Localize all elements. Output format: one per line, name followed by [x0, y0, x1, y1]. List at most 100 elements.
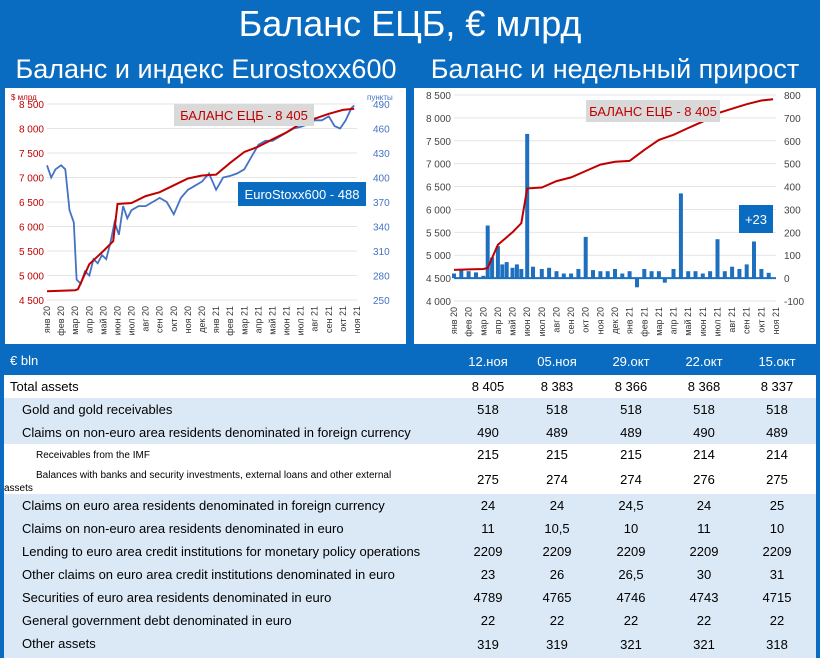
table-row: Balances with banks and security investm… [4, 466, 816, 494]
x-tick-label: май 21 [267, 306, 277, 335]
weekly-bar [752, 241, 756, 279]
right-tick-label: 400 [373, 174, 390, 185]
cell-value: 22.окт [685, 354, 723, 369]
weekly-bar [671, 269, 676, 279]
weekly-bar [554, 271, 559, 279]
cell-value: 215 [477, 447, 499, 462]
table-header: € bln 12.ноя 05.ноя 29.окт 22.окт 15.окт [4, 349, 816, 375]
balance-eurostoxx-svg: $ млрд пункты 8 500 8 000 7 500 7 000 6 500 6 0… [11, 93, 393, 336]
cell-value: 319 [546, 637, 568, 652]
balance-weekly-svg: 8 500 8 000 7 500 7 000 6 500 6 000 5 500 5 000… [426, 91, 804, 337]
x-tick-label: мар 20 [478, 307, 488, 336]
cell-value: 10 [623, 521, 639, 536]
x-tick-label: мар 21 [654, 307, 664, 336]
x-tick-label: июн 20 [522, 307, 532, 336]
cell-value: 8 405 [471, 379, 505, 394]
cell-value: 15.окт [758, 354, 796, 369]
cell-value: 05.ноя [537, 354, 577, 369]
x-tick-label: июл 21 [296, 306, 306, 335]
cell-value: 2209 [762, 544, 792, 559]
cell-value: 2209 [689, 544, 719, 559]
cell-value: 489 [620, 425, 642, 440]
left-tick-label: 8 500 [19, 100, 44, 111]
x-tick-label: фев 20 [464, 307, 474, 337]
left-chart-title: Баланс и индекс Eurostoxx600 [15, 54, 397, 84]
x-tick-label: дек 20 [610, 307, 620, 334]
cell-value: 4746 [616, 590, 646, 605]
balance-eurostoxx-chart: $ млрд пункты 8 500 8 000 7 500 7 000 6 500 6 0… [5, 88, 406, 344]
cell-value: 24 [549, 498, 565, 513]
row-label: Securities of euro area residents denomi… [22, 590, 332, 605]
balance-table: € bln 12.ноя 05.ноя 29.окт 22.окт 15.окт Total… [4, 349, 816, 658]
cell-value: 11 [697, 521, 711, 536]
right-tick-label: 200 [784, 228, 801, 239]
table-row: Lending to euro area credit institutions… [4, 540, 816, 563]
cell-value: 275 [477, 472, 499, 487]
cell-value: 2209 [542, 544, 572, 559]
right-tick-label: 800 [784, 91, 801, 102]
cell-value: 518 [766, 402, 788, 417]
x-tick-label: авг 20 [141, 306, 151, 332]
weekly-bar [605, 271, 610, 279]
cell-value: 2209 [473, 544, 503, 559]
x-tick-label: май 20 [98, 306, 108, 335]
weekly-bar [459, 269, 464, 279]
left-tick-label: 6 000 [426, 205, 451, 216]
row-label: General government debt denominated in e… [22, 613, 292, 628]
right-axis-label: пункты [367, 93, 393, 102]
weekly-bar [722, 271, 727, 279]
x-tick-label: янв 20 [42, 306, 52, 333]
x-tick-label: ноя 20 [183, 306, 193, 333]
weekly-bar [598, 271, 603, 279]
weekly-bar [519, 269, 524, 279]
weekly-bar [700, 273, 705, 279]
right-tick-label: 460 [373, 125, 390, 136]
balance-callout-label: БАЛАНС ЕЦБ - 8 405 [180, 108, 308, 123]
cell-value: 8 366 [614, 379, 648, 394]
x-tick-label: авг 21 [310, 306, 320, 332]
left-tick-label: 4 000 [426, 297, 451, 308]
table-row: Other assets 319 319 321 321 318 [4, 632, 816, 658]
cell-value: 24 [696, 498, 712, 513]
row-label: Other assets [22, 636, 96, 651]
weekly-bar [466, 271, 471, 279]
cell-value: 274 [546, 472, 568, 487]
weekly-bar [591, 270, 595, 279]
weekly-bar [730, 266, 735, 279]
right-tick-label: 500 [784, 160, 801, 171]
cell-value: 22 [549, 613, 565, 628]
x-tick-label: ноя 21 [771, 307, 781, 334]
table-row: Claims on euro area residents denominate… [4, 494, 816, 517]
weekly-bar [649, 271, 654, 279]
cell-value: 26,5 [618, 567, 644, 582]
balance-weekly-chart: 8 500 8 000 7 500 7 000 6 500 6 000 5 500 5 000… [414, 88, 816, 344]
cell-value: 214 [693, 447, 715, 462]
cell-value: 4715 [762, 590, 792, 605]
cell-value: 29.окт [612, 354, 650, 369]
weekly-bar [662, 278, 667, 283]
left-tick-label: 5 000 [19, 272, 44, 283]
weekly-bar [627, 271, 632, 279]
x-tick-label: июн 21 [282, 306, 292, 335]
weekly-callout-label: +23 [745, 212, 767, 227]
left-tick-label: 7 500 [19, 149, 44, 160]
x-tick-label: июл 21 [712, 307, 722, 336]
cell-value: 22 [480, 613, 496, 628]
right-tick-label: 340 [373, 223, 390, 234]
x-tick-label: окт 21 [756, 307, 766, 333]
right-tick-label: 280 [373, 272, 390, 283]
x-tick-label: фев 20 [56, 306, 66, 336]
row-label: Claims on non-euro area residents denomi… [22, 425, 411, 440]
x-tick-label: июн 20 [112, 306, 122, 335]
left-tick-label: 7 500 [426, 137, 451, 148]
cell-value: 8 337 [760, 379, 794, 394]
cell-value: 2209 [616, 544, 646, 559]
balance-callout-box [586, 100, 720, 122]
x-tick-label: сен 20 [155, 306, 165, 333]
row-label-line1: Balances with banks and security investm… [36, 470, 392, 481]
left-tick-label: 5 000 [426, 251, 451, 262]
weekly-bar [495, 246, 500, 279]
weekly-bar [656, 271, 661, 279]
x-tick-label: сен 21 [742, 307, 752, 334]
row-label-line2: assets [4, 483, 33, 494]
